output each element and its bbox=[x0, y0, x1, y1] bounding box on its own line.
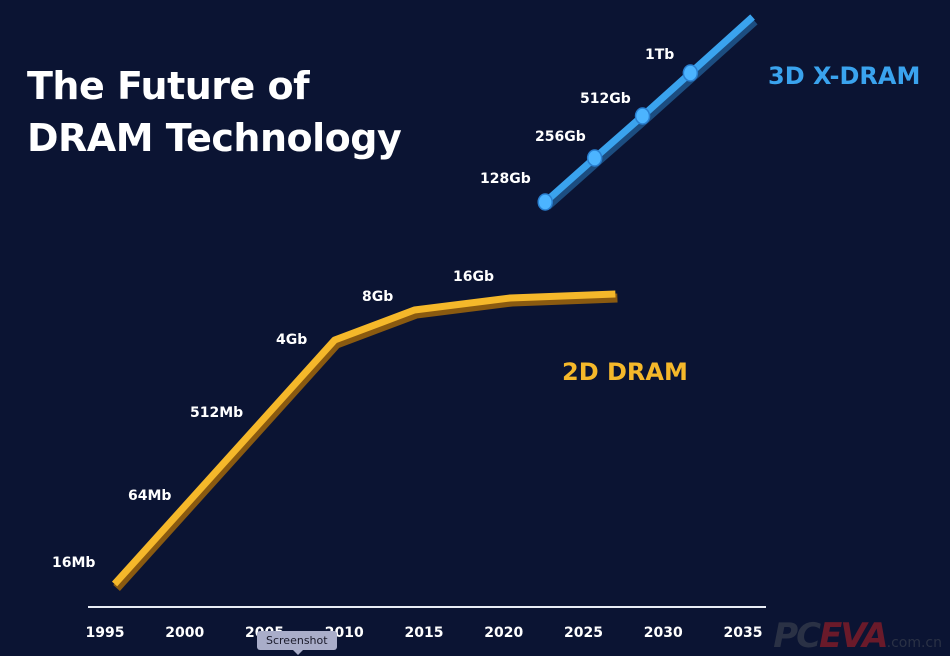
title-line-2: DRAM Technology bbox=[27, 116, 402, 160]
3d-x-dram-point-label: 512Gb bbox=[580, 91, 631, 107]
3d-x-dram-point-label: 128Gb bbox=[480, 171, 531, 187]
watermark-logo: PCEVA.com.cn bbox=[773, 616, 942, 656]
x-tick-label: 2015 bbox=[405, 625, 444, 641]
legend-3d-x-dram: 3D X-DRAM bbox=[768, 62, 920, 90]
3d-x-dram-marker bbox=[586, 149, 603, 167]
2d-dram-point-label: 8Gb bbox=[362, 289, 393, 305]
3d-x-dram-marker bbox=[682, 64, 699, 82]
2d-dram-point-label: 16Gb bbox=[453, 269, 494, 285]
3d-x-dram-point-label: 1Tb bbox=[645, 47, 674, 63]
x-tick-label: 2035 bbox=[724, 625, 763, 641]
x-tick-label: 2000 bbox=[165, 625, 204, 641]
2d-dram-line bbox=[111, 290, 616, 587]
2d-dram-point-label: 16Mb bbox=[52, 555, 95, 571]
2d-dram-point-label: 64Mb bbox=[128, 488, 171, 504]
screenshot-tooltip: Screenshot bbox=[257, 631, 337, 655]
x-tick-label: 1995 bbox=[86, 625, 125, 641]
legend-2d-dram: 2D DRAM bbox=[562, 358, 688, 386]
2d-dram-point-label: 512Mb bbox=[190, 405, 243, 421]
3d-x-dram-line bbox=[542, 14, 755, 205]
x-tick-label: 2030 bbox=[644, 625, 683, 641]
3d-x-dram-point-label: 256Gb bbox=[535, 129, 586, 145]
chart-title: The Future of DRAM Technology bbox=[27, 60, 402, 164]
2d-dram-point-label: 4Gb bbox=[276, 332, 307, 348]
2d-dram-line-shadow bbox=[113, 293, 618, 592]
3d-x-dram-marker bbox=[634, 107, 651, 125]
x-tick-label: 2025 bbox=[564, 625, 603, 641]
title-line-1: The Future of bbox=[27, 64, 310, 108]
3d-x-dram-marker bbox=[537, 193, 553, 211]
x-tick-label: 2020 bbox=[484, 625, 523, 641]
